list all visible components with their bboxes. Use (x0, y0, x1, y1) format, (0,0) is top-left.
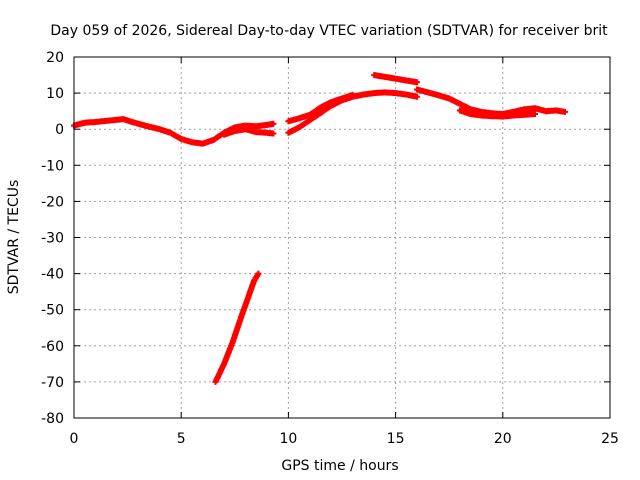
y-tick-label: 10 (46, 86, 64, 102)
x-tick-label: 5 (177, 431, 186, 447)
y-tick-label: -70 (41, 375, 64, 391)
data-layer (71, 72, 568, 385)
data-points (285, 91, 356, 125)
y-tick-label: 20 (46, 50, 64, 66)
x-tick-label: 25 (601, 431, 619, 447)
x-tick-label: 15 (387, 431, 405, 447)
data-points (456, 107, 538, 120)
y-tick-label: -20 (41, 194, 64, 210)
grid-layer (74, 57, 610, 418)
x-tick-label: 0 (70, 431, 79, 447)
series-segment-5-lower (456, 107, 538, 120)
series-segment-1-lower (221, 126, 277, 138)
y-tick-label: -50 (41, 303, 64, 319)
series-segment-4 (371, 72, 420, 86)
data-points (371, 72, 420, 86)
y-tick-label: -30 (41, 231, 64, 247)
chart-title: Day 059 of 2026, Sidereal Day-to-day VTE… (50, 23, 608, 39)
x-tick-label: 20 (494, 431, 512, 447)
data-points (212, 270, 262, 385)
series-segment-2 (212, 270, 262, 385)
x-tick-label: 10 (279, 431, 297, 447)
data-points (221, 126, 277, 138)
y-tick-label: -10 (41, 158, 64, 174)
series-segment-3-upper (285, 91, 356, 125)
series-segment-5 (414, 86, 568, 117)
y-axis-label: SDTVAR / TECUs (6, 180, 22, 295)
x-axis-label: GPS time / hours (281, 458, 398, 474)
y-tick-label: -80 (41, 411, 64, 427)
y-tick-label: -60 (41, 339, 64, 355)
data-points (414, 86, 568, 117)
tick-layer: 0 5 10 15 20 25 -80 -70 -60 -50 -40 -30 -20 -10 0 10 20 (41, 50, 619, 447)
y-tick-label: -40 (41, 267, 64, 283)
y-tick-label: 0 (55, 122, 64, 138)
